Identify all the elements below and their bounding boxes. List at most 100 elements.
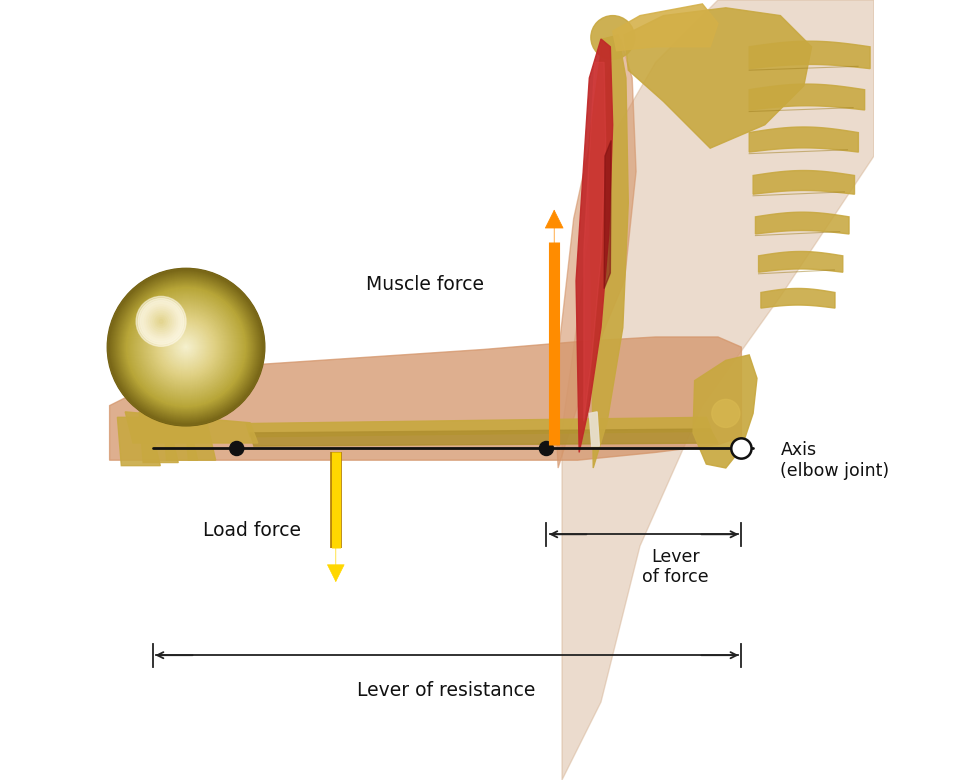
Circle shape bbox=[539, 441, 554, 456]
Circle shape bbox=[107, 268, 265, 426]
Circle shape bbox=[141, 303, 230, 392]
Circle shape bbox=[140, 300, 182, 342]
Circle shape bbox=[153, 314, 219, 380]
Circle shape bbox=[184, 346, 188, 349]
Circle shape bbox=[165, 326, 207, 368]
Polygon shape bbox=[246, 417, 711, 437]
Text: Lever of resistance: Lever of resistance bbox=[357, 681, 535, 700]
Circle shape bbox=[154, 315, 218, 379]
Circle shape bbox=[229, 441, 244, 456]
Circle shape bbox=[131, 292, 241, 402]
Polygon shape bbox=[613, 4, 718, 51]
Polygon shape bbox=[163, 410, 197, 460]
Polygon shape bbox=[693, 355, 757, 468]
Circle shape bbox=[175, 337, 197, 357]
Circle shape bbox=[179, 340, 193, 354]
Circle shape bbox=[146, 307, 175, 336]
Circle shape bbox=[153, 313, 169, 330]
Circle shape bbox=[144, 305, 178, 338]
Circle shape bbox=[109, 271, 263, 424]
Circle shape bbox=[152, 313, 220, 381]
Text: Lever
of force: Lever of force bbox=[642, 548, 709, 587]
Circle shape bbox=[168, 330, 203, 364]
Circle shape bbox=[142, 303, 180, 340]
Circle shape bbox=[136, 296, 186, 346]
Circle shape bbox=[119, 280, 253, 414]
Circle shape bbox=[120, 281, 252, 413]
Circle shape bbox=[177, 339, 195, 356]
Polygon shape bbox=[759, 251, 843, 272]
Circle shape bbox=[170, 332, 201, 363]
Circle shape bbox=[139, 300, 232, 394]
Circle shape bbox=[143, 304, 228, 390]
Circle shape bbox=[157, 317, 166, 325]
Polygon shape bbox=[590, 412, 599, 446]
Circle shape bbox=[151, 311, 171, 332]
Polygon shape bbox=[139, 412, 178, 463]
Circle shape bbox=[121, 282, 251, 412]
Circle shape bbox=[135, 296, 237, 399]
Circle shape bbox=[140, 302, 231, 393]
Circle shape bbox=[178, 339, 194, 355]
Circle shape bbox=[182, 343, 190, 351]
Circle shape bbox=[116, 277, 257, 417]
Circle shape bbox=[111, 272, 261, 422]
Polygon shape bbox=[555, 39, 636, 468]
Circle shape bbox=[151, 312, 221, 382]
Circle shape bbox=[183, 345, 189, 349]
Polygon shape bbox=[749, 41, 870, 69]
Circle shape bbox=[147, 308, 225, 386]
Circle shape bbox=[156, 317, 216, 378]
Circle shape bbox=[114, 275, 258, 419]
Circle shape bbox=[149, 310, 223, 384]
Circle shape bbox=[162, 323, 210, 371]
Polygon shape bbox=[753, 171, 855, 194]
Circle shape bbox=[164, 324, 208, 370]
Text: Axis
(elbow joint): Axis (elbow joint) bbox=[780, 441, 890, 480]
Circle shape bbox=[590, 16, 635, 59]
Circle shape bbox=[145, 307, 227, 388]
Circle shape bbox=[122, 283, 250, 411]
Polygon shape bbox=[250, 429, 718, 446]
Circle shape bbox=[118, 279, 254, 415]
Circle shape bbox=[160, 321, 212, 374]
Circle shape bbox=[155, 315, 167, 328]
Circle shape bbox=[711, 399, 740, 427]
Circle shape bbox=[108, 269, 264, 425]
Circle shape bbox=[144, 305, 227, 389]
Circle shape bbox=[134, 295, 238, 399]
Circle shape bbox=[117, 278, 256, 417]
Circle shape bbox=[166, 328, 205, 367]
Circle shape bbox=[148, 309, 224, 385]
Circle shape bbox=[181, 342, 191, 352]
Polygon shape bbox=[590, 35, 628, 468]
Circle shape bbox=[159, 319, 164, 324]
Circle shape bbox=[158, 319, 214, 375]
Circle shape bbox=[110, 271, 262, 423]
Circle shape bbox=[171, 332, 200, 362]
Circle shape bbox=[130, 291, 242, 403]
Circle shape bbox=[161, 322, 211, 372]
Circle shape bbox=[128, 289, 244, 406]
Circle shape bbox=[132, 292, 240, 402]
Polygon shape bbox=[117, 417, 161, 466]
Polygon shape bbox=[185, 410, 216, 460]
Polygon shape bbox=[562, 0, 874, 780]
Circle shape bbox=[125, 285, 247, 409]
Circle shape bbox=[176, 338, 196, 356]
Polygon shape bbox=[624, 8, 811, 148]
Polygon shape bbox=[604, 140, 611, 289]
Circle shape bbox=[113, 275, 259, 420]
Text: Muscle force: Muscle force bbox=[366, 275, 484, 294]
Polygon shape bbox=[584, 62, 606, 421]
Circle shape bbox=[166, 327, 206, 367]
Circle shape bbox=[150, 311, 222, 383]
Circle shape bbox=[129, 289, 243, 404]
Circle shape bbox=[174, 335, 197, 359]
Polygon shape bbox=[109, 337, 741, 460]
Circle shape bbox=[136, 298, 235, 397]
Circle shape bbox=[123, 284, 249, 410]
Circle shape bbox=[180, 342, 192, 353]
Circle shape bbox=[731, 438, 751, 459]
Circle shape bbox=[138, 299, 184, 344]
